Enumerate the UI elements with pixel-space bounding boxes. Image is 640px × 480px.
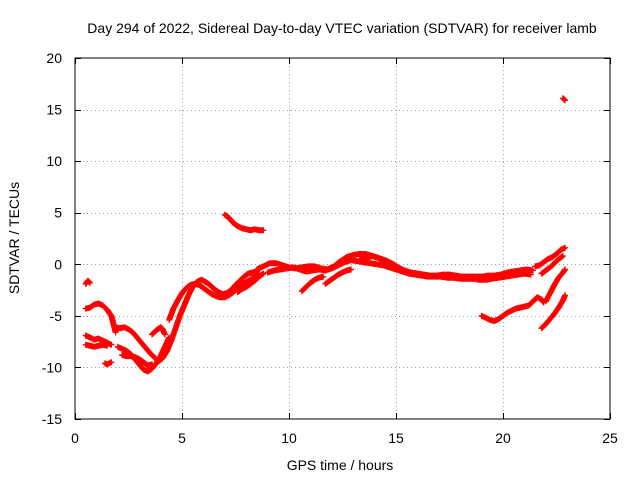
y-tick-label: 5 bbox=[54, 205, 62, 221]
data-point bbox=[260, 270, 267, 277]
data-point bbox=[348, 266, 355, 273]
y-tick-label: -5 bbox=[50, 308, 63, 324]
data-point bbox=[562, 292, 569, 299]
data-point bbox=[108, 341, 115, 348]
x-tick-label: 5 bbox=[178, 430, 186, 446]
data-point bbox=[260, 227, 267, 234]
data-point bbox=[161, 331, 168, 338]
y-tick-label: 15 bbox=[46, 102, 62, 118]
data-point bbox=[559, 253, 566, 260]
series-track-s bbox=[532, 244, 569, 270]
series-track-p bbox=[322, 266, 355, 287]
y-tick-label: -15 bbox=[42, 411, 62, 427]
series-track-g bbox=[114, 334, 173, 375]
y-tick-label: -10 bbox=[42, 359, 62, 375]
series-track-a bbox=[82, 277, 93, 287]
x-tick-label: 20 bbox=[495, 430, 511, 446]
grid-lines bbox=[75, 58, 610, 419]
data-point bbox=[86, 279, 93, 286]
axis-ticks: 0 5 10 15 20 25 -15 -10 -5 0 5 10 15 20 bbox=[42, 50, 618, 446]
series-track-v bbox=[538, 292, 569, 332]
series-track-o bbox=[298, 273, 327, 295]
x-axis-label: GPS time / hours bbox=[287, 457, 394, 473]
data-point bbox=[104, 342, 111, 349]
data-point bbox=[166, 334, 173, 341]
x-tick-label: 10 bbox=[281, 430, 297, 446]
series-track-f bbox=[112, 268, 260, 365]
y-tick-label: 0 bbox=[54, 256, 62, 272]
data-point bbox=[529, 267, 536, 274]
series-track-r bbox=[478, 294, 547, 325]
series-track-u bbox=[542, 266, 569, 305]
data-point bbox=[562, 244, 569, 251]
data-point bbox=[395, 266, 402, 273]
chart-title: Day 294 of 2022, Sidereal Day-to-day VTE… bbox=[87, 20, 597, 36]
series-track-h bbox=[119, 352, 156, 369]
series-track-l bbox=[234, 270, 267, 296]
series-track-q bbox=[356, 253, 402, 273]
data-points bbox=[82, 95, 569, 375]
plot-frame bbox=[74, 57, 611, 420]
data-point bbox=[149, 361, 156, 368]
series-track-n bbox=[264, 257, 534, 283]
data-point bbox=[562, 97, 569, 104]
x-tick-label: 15 bbox=[388, 430, 404, 446]
x-tick-label: 25 bbox=[602, 430, 618, 446]
y-tick-label: 10 bbox=[46, 153, 62, 169]
data-point bbox=[320, 273, 327, 280]
y-axis-label: SDTVAR / TECUs bbox=[6, 182, 22, 294]
series-track-b bbox=[82, 300, 119, 336]
data-point bbox=[527, 271, 534, 278]
data-point bbox=[560, 95, 567, 102]
data-point bbox=[561, 96, 568, 103]
series-track-t bbox=[538, 253, 566, 277]
series-track-w bbox=[559, 95, 569, 104]
series-track-k bbox=[221, 211, 267, 234]
data-point bbox=[562, 266, 569, 273]
y-tick-label: 20 bbox=[46, 50, 62, 66]
x-tick-label: 0 bbox=[71, 430, 79, 446]
series-track-c bbox=[82, 332, 115, 348]
series-track-i bbox=[149, 324, 168, 338]
data-point bbox=[112, 329, 119, 336]
series-track-e bbox=[101, 359, 115, 368]
series-track-d bbox=[82, 341, 111, 350]
data-point bbox=[108, 359, 115, 366]
data-point bbox=[86, 279, 93, 286]
